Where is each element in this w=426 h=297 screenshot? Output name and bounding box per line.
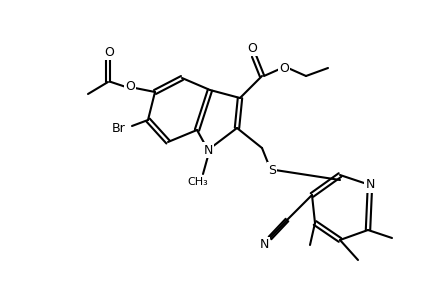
Text: O: O [104,45,114,59]
Text: O: O [125,80,135,94]
Text: N: N [203,143,213,157]
Text: N: N [259,238,269,252]
Text: N: N [366,178,375,192]
Text: O: O [247,42,257,55]
Text: Br: Br [112,121,126,135]
Text: CH₃: CH₃ [187,177,208,187]
Text: O: O [279,61,289,75]
Text: S: S [268,164,276,176]
